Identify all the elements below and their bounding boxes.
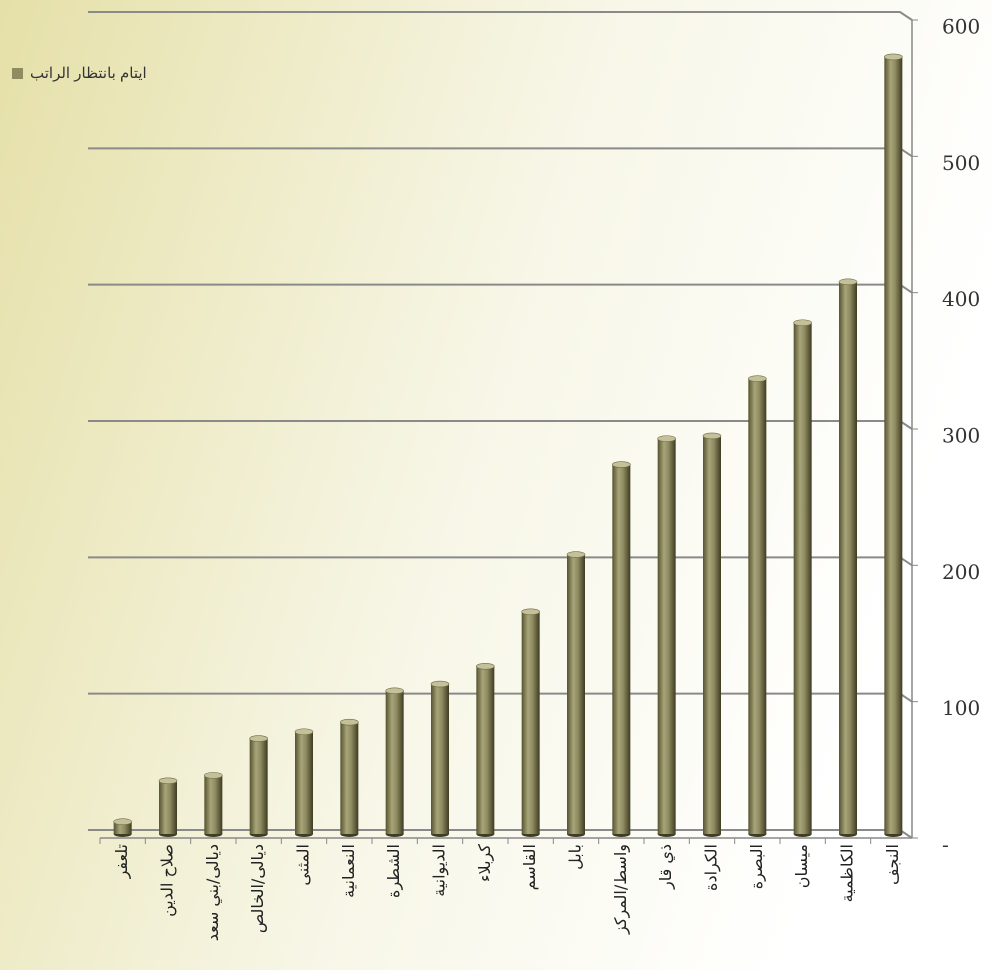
bar [702, 432, 722, 837]
y-tick-label: 400 [942, 287, 980, 311]
bar-body [521, 611, 540, 834]
x-tick-label: البصرة [747, 844, 767, 889]
x-tick-label: الكرادة [702, 844, 722, 891]
legend-label: ايتام بانتظار الراتب [30, 65, 147, 82]
x-tick-label: بابل [566, 844, 585, 870]
bar [385, 687, 404, 837]
bar-body [703, 435, 721, 834]
bar-body [113, 821, 132, 834]
bar-body [839, 281, 857, 835]
x-tick-label: كربلاء [475, 844, 495, 882]
bar [566, 551, 586, 837]
bar-body [340, 722, 359, 834]
bar-cap [294, 728, 314, 736]
y-tick-label: 300 [942, 424, 980, 448]
bar [748, 375, 767, 837]
bar-body [295, 731, 313, 834]
bar-cap [340, 718, 359, 726]
x-tick-label: المثنى [294, 844, 313, 886]
bar-cap [793, 319, 812, 327]
bar-cap [838, 278, 858, 286]
x-tick-label: صلاح الدين [158, 844, 178, 917]
x-tick-label: ديالى/بني سعد [203, 844, 223, 941]
bar-cap [158, 777, 178, 785]
grid-line [88, 11, 913, 21]
bar [340, 718, 359, 837]
bar-cap [430, 680, 450, 688]
bar-body [884, 56, 903, 834]
y-tick-label: 500 [942, 151, 980, 175]
bar-cap [385, 687, 404, 695]
bar [521, 608, 540, 837]
bar-cap [249, 735, 268, 742]
bar-cap [566, 551, 586, 558]
bar [612, 461, 631, 837]
x-tick-label: النعمانية [339, 844, 358, 898]
bar [249, 735, 268, 837]
bar [430, 680, 450, 837]
bar [657, 435, 676, 837]
x-tick-label: ميسان [792, 844, 811, 888]
x-tick-label: الكاظمية [838, 844, 857, 902]
bar-cap [748, 375, 767, 382]
x-tick-label: الديوانية [430, 844, 450, 897]
bar [838, 278, 858, 837]
x-tick-label: القاسم [520, 844, 539, 890]
bar-body [748, 378, 767, 834]
y-tick-label: 200 [942, 560, 980, 584]
bar-body [431, 684, 449, 834]
bar [793, 319, 812, 837]
x-tick-label: ديالى/الخالص [248, 844, 268, 933]
bar-cap [612, 461, 631, 468]
bar-body [159, 780, 177, 834]
bar [158, 777, 178, 837]
bar-cap [204, 772, 223, 779]
x-tick-label: تلعفر [112, 844, 132, 879]
bar-body [793, 322, 812, 834]
bar [113, 818, 132, 837]
x-tick-label: الشطرة [384, 844, 404, 898]
bar [476, 663, 495, 837]
x-tick-label: النجف [883, 844, 902, 885]
y-tick-label: - [942, 833, 949, 857]
y-tick-label: 600 [942, 15, 980, 39]
bar [884, 53, 903, 837]
bar-body [612, 464, 631, 834]
bar-body [567, 554, 585, 834]
bar-body [385, 690, 404, 834]
bar-body [204, 775, 223, 834]
bar-body [476, 666, 495, 834]
legend-swatch [12, 68, 23, 79]
y-tick-label: 100 [942, 696, 980, 720]
bar-cap [476, 663, 495, 670]
bar-cap [657, 435, 676, 442]
bar [204, 772, 223, 837]
bar-body [657, 438, 676, 834]
x-tick-label: ذي قار [656, 844, 676, 890]
x-tick-label: واسط/المركز [611, 844, 631, 935]
bar [294, 728, 314, 837]
bar-cap [702, 432, 722, 440]
bar-cap [521, 608, 540, 616]
bar-body [249, 738, 268, 834]
bar-cap [113, 818, 132, 826]
bar-cap [884, 53, 903, 61]
